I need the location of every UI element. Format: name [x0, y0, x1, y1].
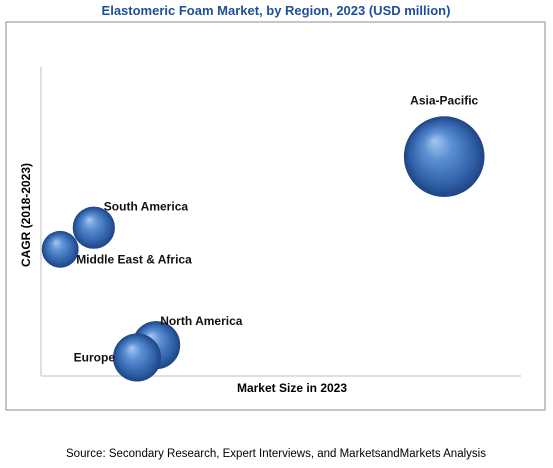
bubble-label-north-america: North America: [160, 314, 243, 328]
bubble-label-middle-east-and-africa: Middle East & Africa: [76, 252, 192, 266]
y-axis-label: CAGR (2018-2023): [19, 163, 33, 267]
bubble-label-europe: Europe: [74, 351, 116, 365]
bubble-middle-east-and-africa: [41, 230, 79, 268]
bubble-europe: [113, 333, 162, 382]
bubble-south-america: [72, 206, 115, 249]
x-axis-label: Market Size in 2023: [237, 381, 347, 395]
bubble-label-asia-pacific: Asia-Pacific: [410, 94, 478, 108]
bubble-asia-pacific: [403, 116, 485, 197]
chart-title: Elastomeric Foam Market, by Region, 2023…: [102, 3, 451, 18]
bubble-group: Asia-Pacific South America Middle East & A…: [41, 94, 485, 382]
bubble-label-south-america: South America: [104, 200, 189, 214]
source-note: Source: Secondary Research, Expert Inter…: [66, 448, 486, 460]
